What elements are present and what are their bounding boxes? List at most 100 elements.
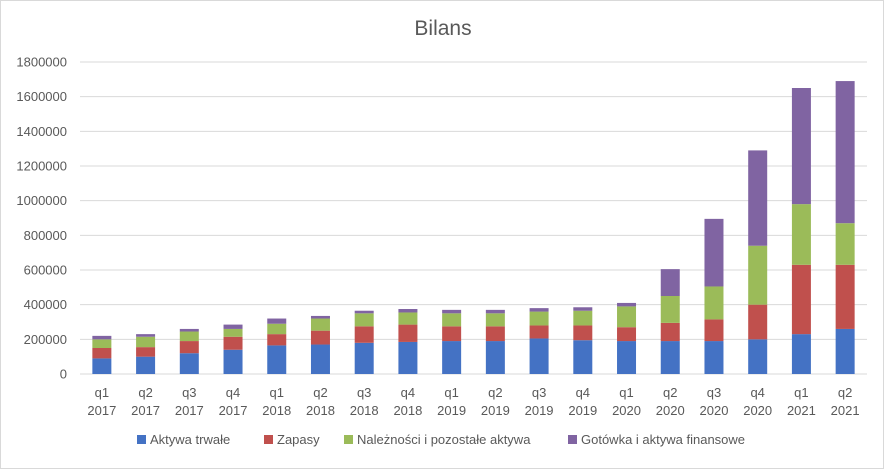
bar-segment: [485, 313, 505, 327]
legend-label: Zapasy: [277, 432, 320, 447]
y-tick-label: 1600000: [16, 89, 67, 104]
x-tick-label: q1 2018: [262, 385, 291, 418]
bar-segment: [704, 286, 724, 320]
bar-segment: [223, 324, 243, 329]
bar-segment: [354, 326, 374, 343]
bar-segment: [267, 318, 287, 324]
legend-swatch: [137, 435, 146, 444]
bar-segment: [485, 326, 505, 342]
bar-segment: [485, 309, 505, 314]
bar-segment: [660, 296, 680, 323]
bar-segment: [179, 331, 199, 342]
y-tick-label: 1200000: [16, 159, 67, 174]
legend-item: Zapasy: [264, 432, 320, 447]
x-tick-label: q1 2017: [87, 385, 116, 418]
x-tick-label: q1 2019: [437, 385, 466, 418]
bar-segment: [179, 353, 199, 374]
grid-layer: [80, 61, 867, 375]
bar-segment: [791, 264, 811, 335]
bar-segment: [398, 324, 418, 342]
bar-segment: [704, 319, 724, 342]
bar-segment: [179, 328, 199, 332]
bar-segment: [529, 338, 549, 374]
bar-segment: [310, 330, 330, 345]
x-tick-label: q3 2018: [350, 385, 379, 418]
bar-segment: [748, 304, 768, 340]
bars: [92, 81, 855, 374]
legend-item: Aktywa trwałe: [137, 432, 230, 447]
bar-segment: [791, 204, 811, 265]
bar-segment: [617, 341, 637, 374]
x-tick-label: q3 2019: [525, 385, 554, 418]
bar-segment: [267, 334, 287, 346]
y-axis-ticks: 0 200000 400000 600000 800000 1000000 1200000 1…: [16, 55, 67, 382]
bar-segment: [442, 313, 462, 327]
bar-segment: [442, 309, 462, 314]
bar-segment: [354, 313, 374, 327]
bar-segment: [835, 328, 855, 374]
bar-segment: [748, 339, 768, 374]
bar-segment: [573, 310, 593, 326]
bar-segment: [617, 306, 637, 328]
bar-segment: [835, 223, 855, 265]
x-tick-label: q1 2021: [787, 385, 816, 418]
bar-segment: [529, 325, 549, 339]
legend-swatch: [568, 435, 577, 444]
legend-swatch: [264, 435, 273, 444]
bar-segment: [573, 340, 593, 374]
bar-segment: [310, 318, 330, 331]
chart-title: Bilans: [414, 17, 471, 40]
legend-item: Gotówka i aktywa finansowe: [568, 432, 745, 447]
bar-segment: [267, 345, 287, 374]
x-tick-label: q4 2019: [568, 385, 597, 418]
bar-segment: [354, 310, 374, 314]
bar-segment: [398, 309, 418, 313]
bar-segment: [223, 349, 243, 374]
y-tick-label: 0: [60, 367, 67, 382]
x-axis-ticks: q1 2017 q2 2017 q3 2017 q4 2017 q1 2018 q2 2018 q3 20…: [87, 385, 859, 418]
legend-label: Aktywa trwałe: [150, 432, 230, 447]
bar-segment: [398, 341, 418, 374]
bar-segment: [136, 336, 156, 348]
legend-swatch: [344, 435, 353, 444]
x-tick-label: q4 2020: [743, 385, 772, 418]
bar-segment: [398, 312, 418, 325]
bar-segment: [310, 315, 330, 319]
x-tick-label: q4 2017: [219, 385, 248, 418]
bar-segment: [529, 308, 549, 312]
bar-segment: [835, 81, 855, 224]
bar-segment: [267, 323, 287, 335]
bar-segment: [92, 348, 112, 359]
legend: Aktywa trwałe Zapasy Należności i pozostał…: [137, 432, 745, 447]
bar-segment: [660, 341, 680, 374]
bar-segment: [704, 218, 724, 287]
bar-segment: [179, 341, 199, 354]
bar-segment: [442, 341, 462, 374]
bar-segment: [92, 339, 112, 348]
x-tick-label: q2 2019: [481, 385, 510, 418]
bar-segment: [92, 335, 112, 340]
bar-segment: [136, 347, 156, 357]
bar-segment: [485, 341, 505, 374]
bar-segment: [704, 341, 724, 374]
x-tick-label: q2 2018: [306, 385, 335, 418]
bar-segment: [136, 356, 156, 374]
bar-segment: [791, 334, 811, 374]
bar-segment: [92, 358, 112, 374]
bar-segment: [573, 307, 593, 311]
x-tick-label: q4 2018: [393, 385, 422, 418]
y-tick-label: 1400000: [16, 124, 67, 139]
x-tick-label: q1 2020: [612, 385, 641, 418]
bar-segment: [354, 342, 374, 374]
bar-segment: [573, 325, 593, 341]
y-tick-label: 200000: [24, 332, 67, 347]
x-tick-label: q2 2017: [131, 385, 160, 418]
bar-segment: [617, 302, 637, 307]
legend-label: Należności i pozostałe aktywa: [357, 432, 531, 447]
bar-segment: [223, 336, 243, 350]
y-tick-label: 400000: [24, 297, 67, 312]
bar-segment: [310, 344, 330, 374]
y-tick-label: 1800000: [16, 55, 67, 70]
